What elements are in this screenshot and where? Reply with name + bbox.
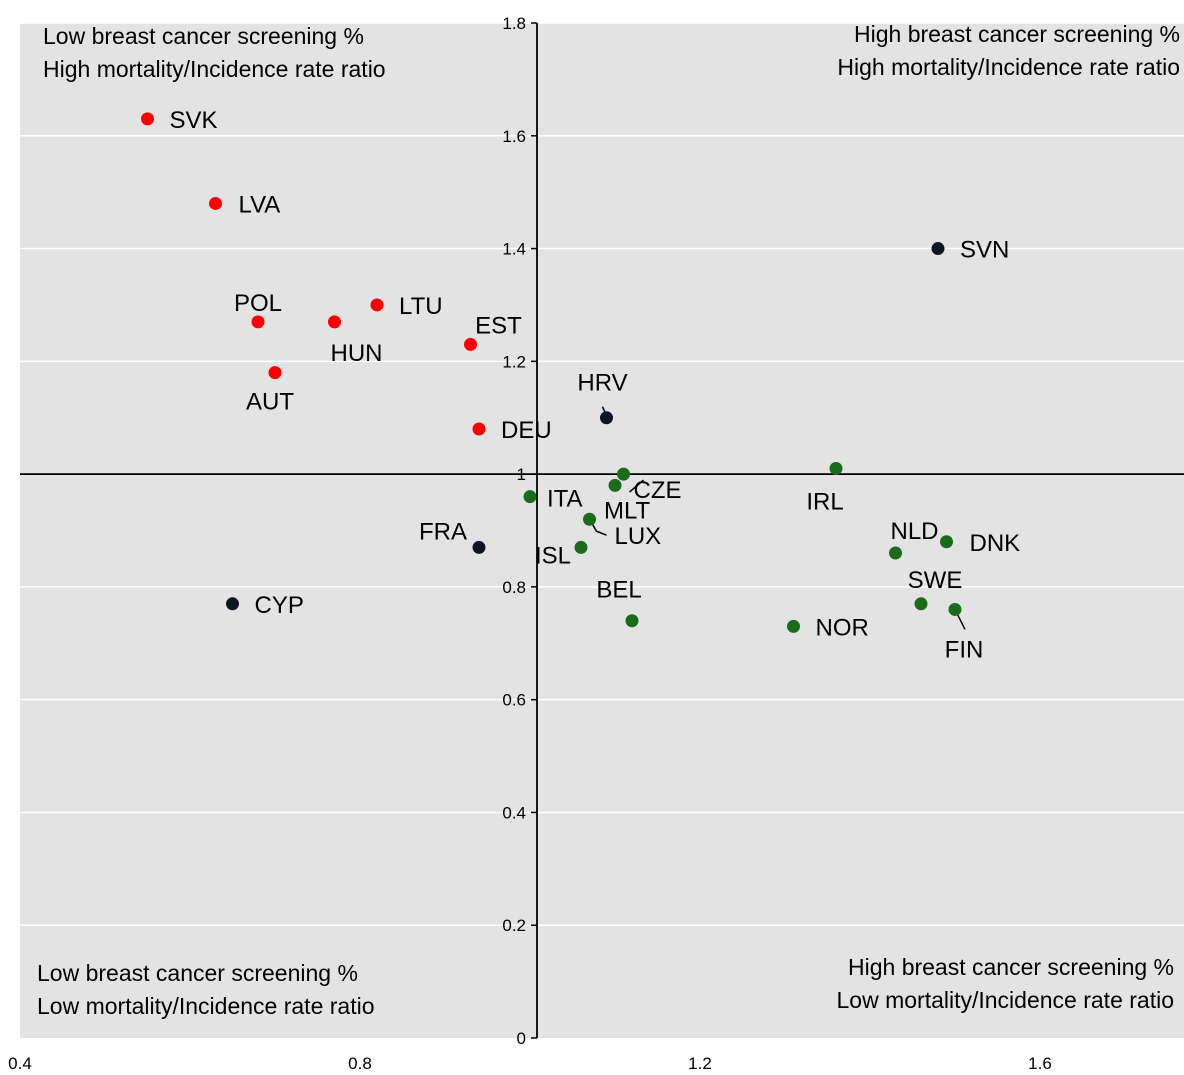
- point-cyp: [226, 597, 239, 611]
- point-ita: [523, 490, 537, 504]
- point-swe: [914, 597, 928, 611]
- y-tick-label-9: 1.8: [502, 14, 526, 33]
- y-tick-label-2: 0.4: [502, 803, 526, 822]
- x-tick-labels: 0.4 0.8 1.2 1.6: [8, 1054, 1052, 1073]
- point-cze: [617, 467, 630, 481]
- data-points: [141, 112, 962, 633]
- quadrant-label-bottom-right-line1: High breast cancer screening %: [848, 954, 1174, 980]
- y-tick-labels: 0 0.2 0.4 0.6 0.8 1 1.2 1.4 1.6 1.8: [502, 14, 526, 1048]
- point-label-ita: ITA: [547, 486, 583, 513]
- point-nor: [787, 619, 800, 633]
- y-tick-label-6: 1.2: [502, 352, 526, 371]
- gridlines: [20, 22, 1184, 926]
- point-irl: [829, 461, 843, 475]
- point-labels: SVK LVA POL HUN LTU EST AUT DEU SVN HRV FRA CYP CZEM…: [170, 107, 1021, 664]
- point-aut: [268, 366, 282, 380]
- point-label-aut: AUT: [246, 389, 294, 416]
- point-label-fin: FIN: [945, 636, 984, 663]
- plot-background: [20, 23, 1184, 1038]
- point-nld: [889, 546, 902, 560]
- leader-line-cze: [629, 479, 644, 493]
- quadrant-label-top-right-line1: High breast cancer screening %: [854, 21, 1180, 47]
- point-lva: [209, 196, 222, 210]
- point-label-isl: ISL: [535, 542, 571, 569]
- point-pol: [251, 315, 265, 329]
- point-fra: [472, 540, 486, 554]
- y-tick-label-7: 1.4: [502, 240, 526, 259]
- point-est: [464, 337, 477, 351]
- quadrant-label-top-left-line2: High mortality/Incidence rate ratio: [43, 56, 386, 82]
- point-label-irl: IRL: [806, 488, 843, 515]
- point-label-bel: BEL: [596, 577, 641, 604]
- y-tick-label-3: 0.6: [502, 691, 526, 710]
- point-label-mlt: MLT: [604, 497, 651, 524]
- point-label-cyp: CYP: [255, 592, 304, 619]
- point-label-hrv: HRV: [577, 370, 627, 397]
- point-ltu: [370, 298, 384, 312]
- point-dnk: [940, 535, 953, 549]
- point-mlt: [608, 478, 622, 492]
- point-svk: [141, 112, 154, 126]
- point-label-nor: NOR: [816, 614, 869, 641]
- point-isl: [574, 540, 588, 554]
- point-label-lux: LUX: [615, 523, 662, 550]
- point-bel: [625, 614, 639, 628]
- point-svn: [931, 242, 945, 256]
- point-hun: [328, 315, 341, 329]
- point-label-dnk: DNK: [970, 530, 1021, 557]
- y-tick-label-4: 0.8: [502, 578, 526, 597]
- y-tick-label-5: 1: [517, 465, 526, 484]
- quadrant-label-top-left-line1: Low breast cancer screening %: [43, 23, 364, 49]
- axes: [20, 22, 1184, 1039]
- quadrant-label-bottom-left-line1: Low breast cancer screening %: [37, 960, 358, 986]
- point-label-lva: LVA: [239, 191, 281, 218]
- quadrant-labels: Low breast cancer screening % High morta…: [37, 21, 1180, 1019]
- x-tick-label-2: 1.2: [688, 1054, 712, 1073]
- point-label-swe: SWE: [908, 567, 963, 594]
- quadrant-label-bottom-right-line2: Low mortality/Incidence rate ratio: [837, 987, 1175, 1013]
- quadrant-label-bottom-left-line2: Low mortality/Incidence rate ratio: [37, 993, 375, 1019]
- point-label-ltu: LTU: [399, 293, 443, 320]
- point-label-pol: POL: [234, 290, 282, 317]
- point-label-nld: NLD: [890, 518, 938, 545]
- y-tick-label-8: 1.6: [502, 127, 526, 146]
- point-label-cze: CZE: [634, 477, 682, 504]
- point-deu: [472, 422, 486, 436]
- point-label-fra: FRA: [419, 518, 467, 545]
- point-hrv: [600, 411, 613, 425]
- x-tick-label-3: 1.6: [1028, 1054, 1052, 1073]
- y-tick-label-0: 0: [517, 1029, 526, 1048]
- point-fin: [948, 602, 962, 616]
- point-label-svn: SVN: [960, 237, 1009, 264]
- y-tick-label-1: 0.2: [502, 916, 526, 935]
- point-label-deu: DEU: [501, 417, 552, 444]
- point-lux: [583, 512, 596, 526]
- point-label-svk: SVK: [170, 107, 218, 134]
- x-tick-label-1: 0.8: [348, 1054, 372, 1073]
- quadrant-label-top-right-line2: High mortality/Incidence rate ratio: [837, 54, 1180, 80]
- point-label-est: EST: [475, 312, 522, 339]
- x-tick-label-0: 0.4: [8, 1054, 32, 1073]
- point-label-hun: HUN: [331, 340, 383, 367]
